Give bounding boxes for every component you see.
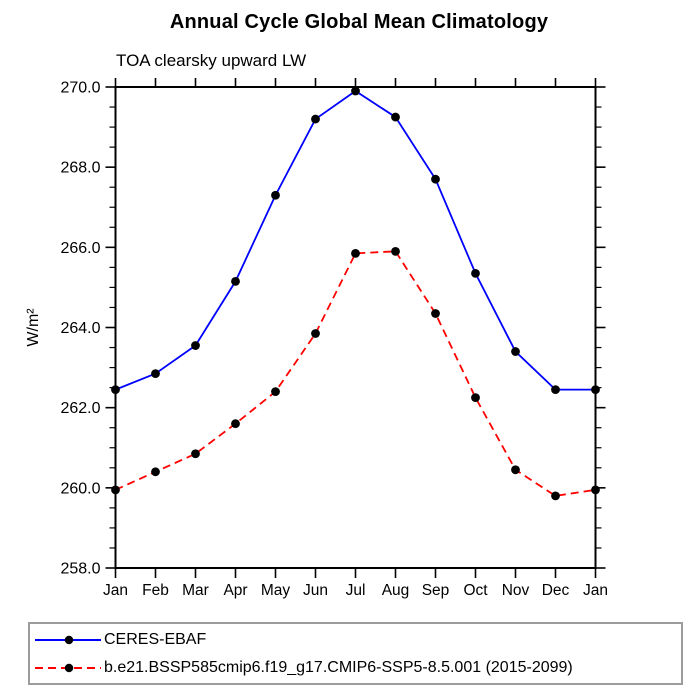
data-point-marker <box>311 329 320 338</box>
data-point-marker <box>271 387 280 397</box>
legend-label: b.e21.BSSP585cmip6.f19_g17.CMIP6-SSP5-8.… <box>104 659 573 676</box>
x-axis-tick-label: Jan <box>103 582 128 599</box>
y-axis-tick-label: 262.0 <box>60 400 100 417</box>
data-point-marker <box>111 485 120 495</box>
x-axis-tick-label: Oct <box>463 582 488 599</box>
x-axis-tick-label: Aug <box>382 582 410 599</box>
x-axis-tick-label: Nov <box>502 582 530 599</box>
data-point-marker <box>111 385 120 395</box>
plot-frame <box>114 86 597 569</box>
legend-item-model: b.e21.BSSP585cmip6.f19_g17.CMIP6-SSP5-8.… <box>33 655 573 681</box>
data-point-marker <box>391 112 400 122</box>
x-axis-tick-label: Jan <box>583 582 608 599</box>
y-axis-tick-label: 268.0 <box>60 160 100 177</box>
y-axis-tick-label: 270.0 <box>60 80 100 97</box>
data-point-marker <box>511 465 520 475</box>
data-point-marker <box>311 114 320 124</box>
data-point-marker <box>591 385 600 395</box>
data-point-marker <box>511 347 520 356</box>
data-point-marker <box>151 369 160 378</box>
x-axis-tick-label: Feb <box>142 582 169 599</box>
data-point-marker <box>551 491 560 501</box>
data-point-marker <box>231 419 240 429</box>
legend-label: CERES-EBAF <box>104 631 207 648</box>
legend-sample-marker <box>64 635 74 645</box>
data-point-marker <box>191 341 200 350</box>
data-point-marker <box>471 393 480 403</box>
x-axis-tick-label: Jul <box>346 582 366 599</box>
data-point-marker <box>271 190 280 200</box>
legend-item-ceres-ebaf: CERES-EBAF <box>33 627 206 653</box>
legend-line-sample-red <box>35 663 101 673</box>
y-axis-title: W/m² <box>25 308 42 347</box>
data-point-marker <box>191 449 200 459</box>
chart-title: Annual Cycle Global Mean Climatology <box>169 11 549 33</box>
legend-sample-marker <box>64 663 74 673</box>
data-point-marker <box>351 248 360 258</box>
legend-line-sample-blue <box>35 635 101 645</box>
x-axis-tick-label: Jun <box>303 582 328 599</box>
data-point-marker <box>231 277 240 286</box>
data-point-marker <box>351 86 360 96</box>
legend-box: CERES-EBAF b.e21.BSSP585cmip6.f19_g17.CM… <box>28 622 683 685</box>
x-axis-tick-label: Dec <box>542 582 570 599</box>
y-axis-tick-label: 266.0 <box>60 240 100 257</box>
y-axis-tick-label: 260.0 <box>60 480 100 497</box>
data-point-marker <box>151 467 160 477</box>
data-point-marker <box>471 268 480 278</box>
chart-subtitle: TOA clearsky upward LW <box>116 51 307 70</box>
series-line-0 <box>115 89 596 391</box>
data-point-marker <box>591 485 600 495</box>
x-axis-tick-label: May <box>261 582 291 599</box>
y-axis-tick-label: 258.0 <box>60 561 100 578</box>
x-axis-tick-label: Sep <box>422 582 450 599</box>
series-line-1 <box>115 250 596 497</box>
data-point-marker <box>391 246 400 256</box>
data-point-marker <box>431 174 440 184</box>
x-axis-tick-label: Mar <box>182 582 209 599</box>
data-point-marker <box>551 385 560 395</box>
data-point-marker <box>431 309 440 318</box>
y-axis-tick-label: 264.0 <box>60 320 100 337</box>
x-axis-tick-label: Apr <box>223 582 247 599</box>
